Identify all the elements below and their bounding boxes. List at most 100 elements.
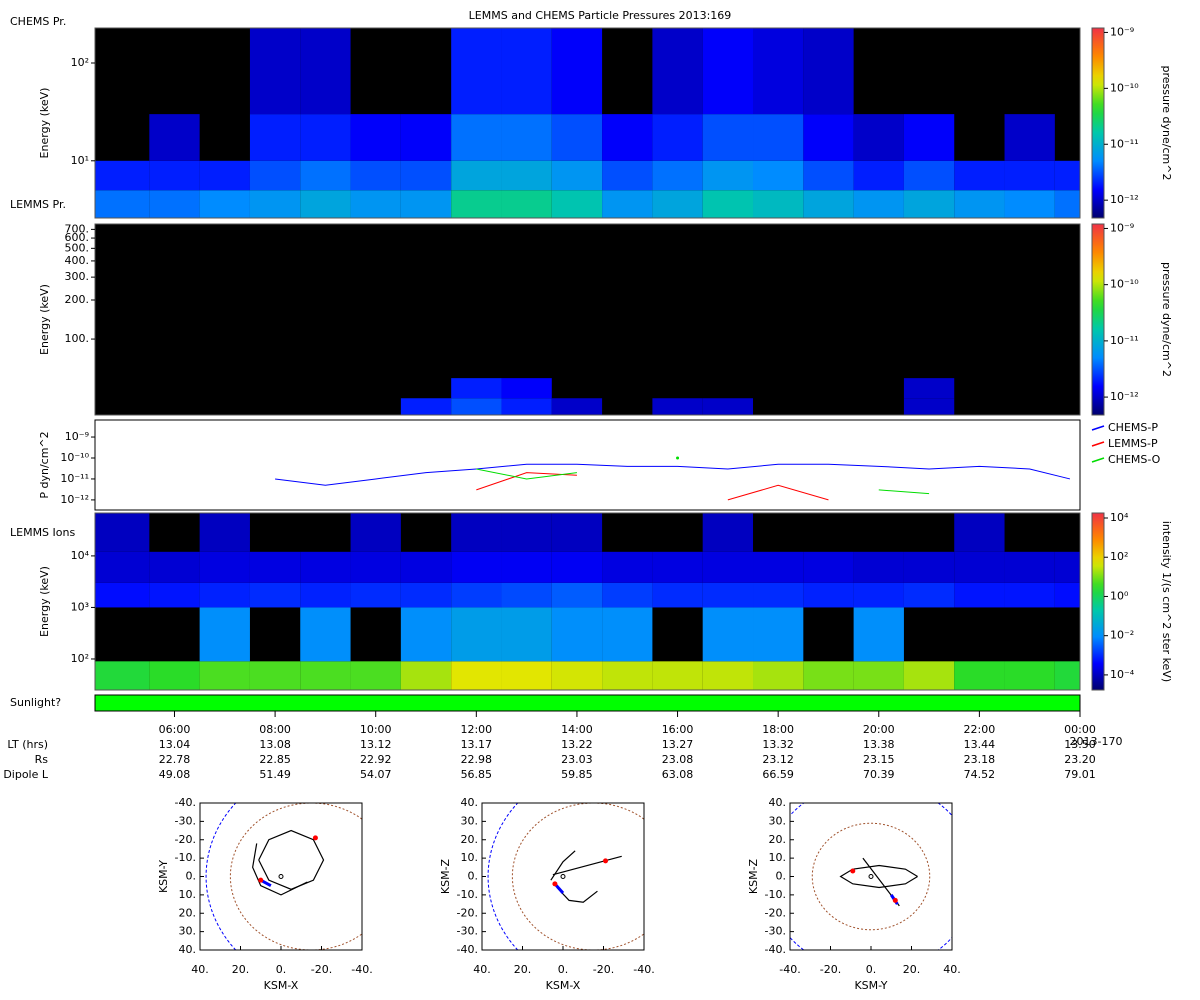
- heatmap-cell: [803, 28, 854, 115]
- heatmap-cell: [602, 582, 653, 608]
- heatmap-cell: [451, 551, 502, 583]
- legend-swatch: [1091, 457, 1105, 463]
- y-tick-label: 200.: [65, 293, 90, 306]
- heatmap-cell: [149, 190, 200, 218]
- heatmap-cell: [702, 551, 754, 583]
- orbit-plot: [487, 803, 644, 950]
- line-series: [878, 489, 930, 495]
- heatmap-cell: [249, 114, 301, 161]
- y-axis-label: KSM-Z: [439, 858, 452, 894]
- y-tick-label: 10³: [71, 600, 89, 613]
- line-series: [476, 468, 577, 480]
- heatmap-cell: [400, 114, 452, 161]
- y-tick-label: -40.: [457, 943, 478, 956]
- orbit-plot: [205, 803, 362, 950]
- heatmap-cell: [1004, 582, 1055, 608]
- x-tick-label: 00:00: [1064, 723, 1096, 736]
- y-tick-label: 10⁻⁹: [65, 430, 89, 443]
- colorbar-tick-label: 10⁻¹¹: [1110, 137, 1139, 150]
- plot-frame: [94, 27, 1081, 219]
- heatmap-cell: [551, 661, 603, 690]
- heatmap-cell: [551, 551, 603, 583]
- heatmap-cell: [350, 661, 401, 690]
- heatmap-cell: [652, 114, 703, 161]
- heatmap-cell: [652, 398, 703, 415]
- x-tick-label: 20.: [232, 963, 250, 976]
- heatmap-cell: [1004, 661, 1055, 690]
- heatmap-cell: [149, 551, 200, 583]
- y-tick-label: -10.: [765, 888, 786, 901]
- panel-label: LEMMS Ions: [10, 526, 75, 539]
- heatmap-cell: [753, 551, 804, 583]
- heatmap-cell: [551, 28, 603, 115]
- heatmap-cell: [451, 160, 502, 191]
- heatmap-cell: [853, 190, 904, 218]
- position-marker: [850, 868, 856, 874]
- heatmap-cell: [753, 28, 804, 115]
- heatmap-cell: [149, 160, 200, 191]
- heatmap-cell: [95, 190, 150, 218]
- heatmap-cell: [451, 190, 502, 218]
- heatmap-cell: [954, 661, 1005, 690]
- heatmap-cell: [903, 582, 955, 608]
- heatmap-cell: [702, 513, 754, 552]
- y-tick-label: 10⁻¹²: [60, 493, 89, 506]
- colorbar-tick-label: 10⁻¹¹: [1110, 334, 1139, 347]
- colorbar: [1091, 223, 1105, 416]
- x-tick-label: 14:00: [561, 723, 593, 736]
- heatmap-cell: [602, 160, 653, 191]
- colorbar-tick-label: 10⁻⁴: [1110, 668, 1135, 681]
- x-tick-label: -20.: [820, 963, 841, 976]
- heatmap-cell: [249, 28, 301, 115]
- colorbar-tick-label: 10⁻¹⁰: [1110, 278, 1139, 291]
- x-tick-label: -40.: [351, 963, 372, 976]
- trajectory: [839, 864, 918, 889]
- heatmap-cell: [853, 160, 904, 191]
- ephemeris-value: 13.22: [561, 738, 593, 751]
- y-tick-label: 0.: [186, 870, 197, 883]
- heatmap-cell: [501, 661, 552, 690]
- position-marker: [312, 835, 318, 841]
- ephemeris-value: 23.12: [762, 753, 794, 766]
- heatmap-cell: [95, 513, 150, 552]
- ephemeris-value: 49.08: [159, 768, 191, 781]
- y-tick-label: 10.: [461, 851, 479, 864]
- heatmap-cell: [501, 513, 552, 552]
- heatmap-cell: [199, 582, 250, 608]
- x-axis-label: KSM-X: [264, 979, 299, 992]
- y-tick-label: 700.: [65, 222, 90, 235]
- heatmap-cell: [300, 582, 351, 608]
- ephemeris-value: 23.03: [561, 753, 593, 766]
- heatmap-cell: [803, 114, 854, 161]
- heatmap-cell: [753, 582, 804, 608]
- heatmap-cell: [501, 607, 552, 662]
- plot-background: [790, 803, 952, 950]
- x-tick-label: 40.: [191, 963, 209, 976]
- ephemeris-value: 23.15: [863, 753, 895, 766]
- planet: [560, 874, 566, 879]
- ephemeris-value: 22.98: [461, 753, 493, 766]
- y-tick-label: 10⁴: [71, 549, 90, 562]
- heatmap-cell: [903, 661, 955, 690]
- y-tick-label: 10⁻¹⁰: [60, 451, 89, 464]
- x-tick-label: -40.: [779, 963, 800, 976]
- heatmap-cell: [652, 661, 703, 690]
- trajectory: [556, 887, 598, 903]
- heatmap-cell: [249, 661, 301, 690]
- heatmap-cell: [350, 582, 401, 608]
- ephemeris-value: 79.01: [1064, 768, 1096, 781]
- y-axis-label: Energy (keV): [38, 284, 51, 355]
- y-tick-label: 0.: [776, 870, 787, 883]
- y-tick-label: -30.: [457, 925, 478, 938]
- heatmap-cell: [954, 551, 1005, 583]
- heatmap-cell: [753, 607, 804, 662]
- y-tick-label: -40.: [175, 796, 196, 809]
- legend-swatch: [1091, 425, 1105, 431]
- heatmap-cell: [903, 160, 955, 191]
- position-marker: [603, 858, 609, 864]
- panel-label: Sunlight?: [10, 696, 61, 709]
- heatmap-cell: [501, 582, 552, 608]
- heatmap-cell: [95, 661, 150, 690]
- y-axis-label: P dyn/cm^2: [38, 431, 51, 498]
- colorbar: [1091, 512, 1105, 691]
